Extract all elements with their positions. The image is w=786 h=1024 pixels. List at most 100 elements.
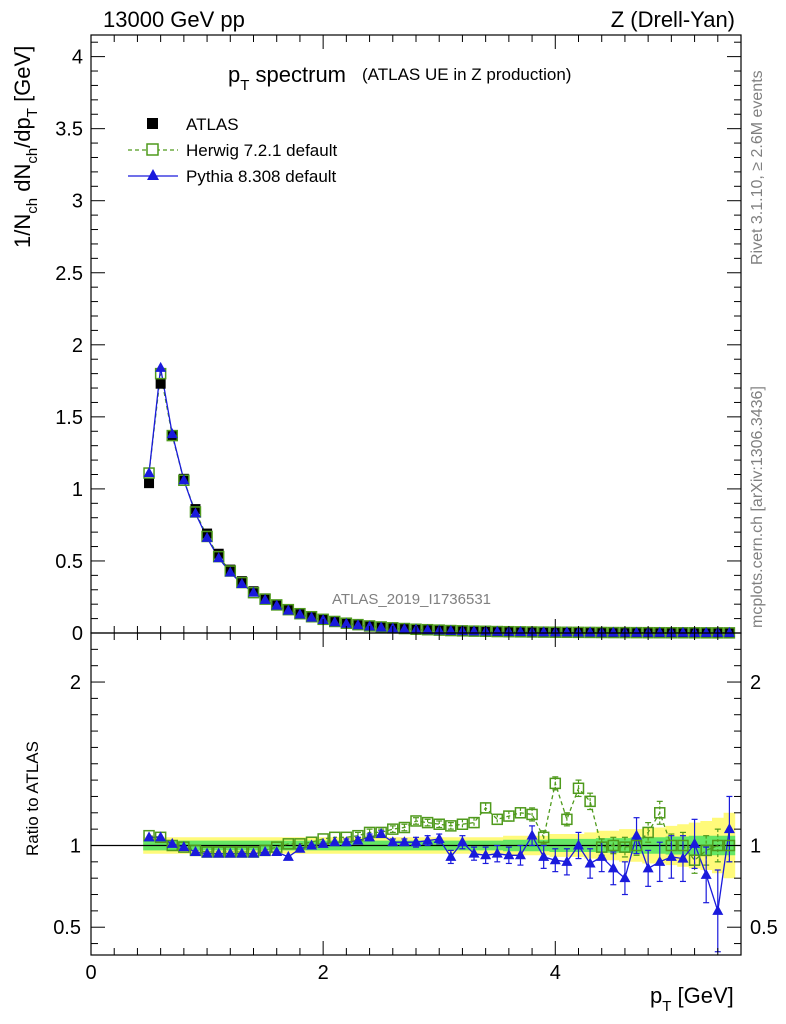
pythia-ratio-point (549, 854, 561, 865)
pythia-point (700, 626, 712, 637)
herwig-ratio-point (503, 810, 515, 822)
herwig-ratio-point (537, 831, 550, 844)
pythia-ratio-point (607, 862, 619, 873)
pythia-ratio-point (468, 847, 480, 858)
herwig-ratio-point (433, 818, 445, 830)
pythia-point (329, 616, 341, 627)
pythia-point (561, 626, 573, 637)
pythia-ratio-point (456, 836, 468, 847)
ratio-y-label: Ratio to ATLAS (23, 741, 42, 856)
pythia-ratio-point (294, 842, 306, 853)
pythia-ratio-point (271, 846, 283, 857)
pythia-point (143, 467, 155, 478)
herwig-ratio-point (607, 839, 620, 852)
pythia-point (236, 578, 248, 589)
herwig-ratio-point (456, 818, 469, 830)
pythia-point (155, 361, 167, 372)
pythia-ratio-point (723, 823, 735, 834)
pythia-ratio-point (596, 850, 608, 861)
main-y-axis: 0 0.5 1 1.5 2 2.5 3 3.5 4 (55, 35, 742, 645)
herwig-ratio-point (421, 816, 434, 829)
pythia-ratio-point (654, 855, 666, 866)
herwig-ratio-point (572, 782, 585, 795)
pythia-point (189, 507, 201, 518)
pythia-ratio-point (712, 904, 724, 915)
herwig-ratio-point (561, 813, 573, 826)
pythia-point (166, 428, 178, 439)
herwig-ratio-point (445, 820, 457, 832)
pythia-ratio-point (248, 847, 259, 858)
pythia-ratio-point (224, 847, 236, 858)
pythia-ratio-point (573, 839, 584, 850)
pythia-point (306, 611, 318, 622)
herwig-ratio-point (700, 844, 712, 857)
pythia-ratio-point (631, 829, 643, 840)
herwig-ratio-point (654, 807, 666, 819)
main-y-tick-label: 4 (72, 47, 83, 69)
analysis-watermark: ATLAS_2019_I1736531 (332, 591, 491, 608)
title-rest: spectrum (249, 62, 346, 87)
main-y-tick-label: 1.5 (55, 407, 83, 429)
legend-atlas-marker (147, 118, 158, 129)
pythia-point (294, 608, 306, 619)
herwig-ratio-point (387, 823, 399, 835)
pythia-point (677, 626, 689, 637)
pythia-ratio-point (433, 832, 445, 843)
ratio-y-tick-label-left: 1 (70, 835, 81, 857)
main-y-tick-label: 3.5 (55, 119, 83, 141)
ratio-frame (90, 632, 742, 956)
pythia-point (398, 623, 410, 634)
pythia-point (364, 620, 376, 631)
herwig-ratio-point (677, 839, 689, 852)
pythia-ratio-point (201, 847, 213, 858)
main-y-tick-label: 3 (72, 191, 83, 213)
herwig-ratio-point (514, 807, 527, 819)
pythia-point (213, 552, 225, 563)
pythia-ratio-point (398, 836, 410, 847)
pythia-point (224, 566, 236, 577)
main-y-tick-label: 0 (72, 623, 83, 645)
herwig-ratio-point (665, 839, 678, 852)
x-tick-label: 2 (318, 962, 329, 984)
pythia-ratio-point (410, 836, 422, 847)
title-p: p (228, 62, 240, 87)
pythia-ratio-point (422, 834, 434, 845)
pythia-ratio-point (155, 831, 167, 842)
header-right: Z (Drell-Yan) (611, 7, 735, 32)
main-title: pT spectrum (228, 62, 346, 94)
pythia-ratio-point (213, 847, 225, 858)
ratio-y-tick-label-right: 1 (750, 835, 761, 857)
pythia-ratio-point (665, 850, 677, 861)
pythia-ratio-point (189, 846, 201, 857)
pythia-ratio-point (503, 849, 515, 860)
pythia-ratio-point (526, 829, 538, 840)
pythia-point (584, 626, 596, 637)
pythia-point (607, 626, 619, 637)
main-panel: 0 0.5 1 1.5 2 2.5 3 3.5 4 pT spectrum (ATLAS UE … (10, 34, 742, 645)
mcplots-label: mcplots.cern.ch [arXiv:1306.3436] (749, 386, 766, 628)
atlas-point (155, 378, 166, 389)
pythia-ratio-point (166, 837, 178, 848)
pythia-point (422, 624, 434, 635)
pythia-point (538, 626, 550, 637)
ratio-y-tick-label-right: 2 (750, 672, 761, 694)
pythia-point (201, 531, 213, 542)
atlas-point (144, 478, 155, 489)
ratio-axes: 0.5 0.5 1 1 2 2 0 2 4 (53, 633, 778, 984)
pythia-ratio-point (352, 834, 364, 845)
main-y-tick-label: 2 (72, 335, 83, 357)
pythia-ratio-point (306, 839, 318, 850)
pythia-point (271, 599, 283, 610)
x-label-subscript: T (662, 998, 671, 1015)
pythia-ratio-point (236, 847, 248, 858)
herwig-ratio-point (630, 839, 643, 852)
x-tick-label: 0 (85, 962, 96, 984)
pythia-ratio-point (364, 831, 376, 842)
pythia-ratio-point (700, 868, 712, 879)
herwig-ratio-point (479, 802, 492, 814)
rivet-label: Rivet 3.1.10, ≥ 2.6M events (749, 70, 766, 265)
ratio-y-tick-label-left: 2 (70, 672, 81, 694)
herwig-ratio-point (398, 821, 411, 834)
pythia-ratio-point (561, 855, 573, 866)
herwig-ratio-point (584, 795, 596, 808)
